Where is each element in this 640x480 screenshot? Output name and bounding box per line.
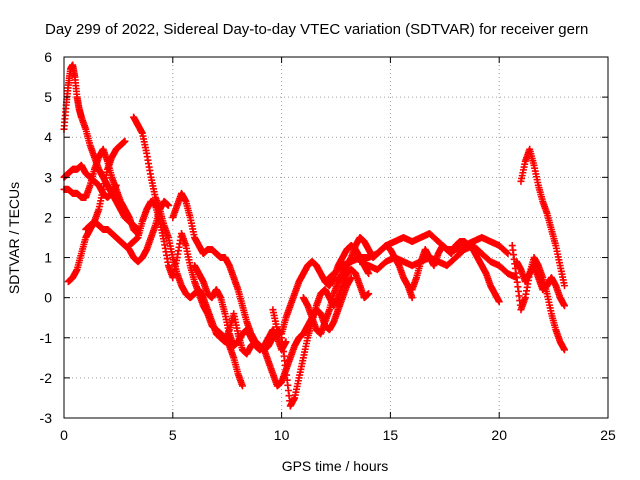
- y-tick-label: 1: [44, 250, 52, 266]
- data-point: [495, 298, 503, 306]
- grid-lines: [64, 57, 608, 418]
- y-axis-label: SDTVAR / TECUs: [6, 182, 22, 294]
- y-tick-label: 3: [44, 169, 52, 185]
- x-tick-label: 10: [274, 427, 290, 443]
- series-track-p: [408, 238, 503, 306]
- series-track-l: [278, 266, 373, 410]
- y-tick-label: 5: [44, 89, 52, 105]
- data-point: [365, 290, 373, 298]
- series-track-m: [299, 234, 416, 338]
- x-axis: 0 5 10 15 20 25: [60, 57, 616, 443]
- series-track-s: [513, 258, 568, 310]
- y-tick-label: -3: [40, 410, 53, 426]
- data-point: [408, 294, 416, 302]
- series-track-g: [125, 197, 246, 390]
- series-track-n: [321, 229, 512, 286]
- y-tick-label: -2: [40, 370, 53, 386]
- data-point: [560, 346, 568, 354]
- series-track-r: [517, 145, 568, 290]
- data-point: [365, 270, 373, 278]
- series-track-h: [169, 189, 277, 354]
- series-track-b: [60, 161, 120, 201]
- data-point: [121, 137, 129, 145]
- y-tick-label: 4: [44, 129, 52, 145]
- y-tick-label: 6: [44, 49, 52, 65]
- x-axis-label: GPS time / hours: [282, 458, 389, 474]
- data-markers: [60, 61, 568, 410]
- y-tick-label: 0: [44, 290, 52, 306]
- x-tick-label: 5: [169, 427, 177, 443]
- y-axis: -3 -2 -1 0 1 2 3 4 5 6: [40, 49, 608, 426]
- plot-frame: [63, 56, 609, 419]
- data-point: [560, 282, 568, 290]
- chart-title: Day 299 of 2022, Sidereal Day-to-day VTE…: [45, 21, 588, 38]
- y-tick-label: -1: [40, 330, 53, 346]
- data-point: [238, 382, 246, 390]
- x-tick-label: 15: [383, 427, 399, 443]
- x-tick-label: 0: [60, 427, 68, 443]
- data-point: [164, 201, 172, 209]
- data-point: [503, 248, 511, 256]
- x-tick-label: 25: [600, 427, 616, 443]
- x-tick-label: 20: [491, 427, 507, 443]
- data-point: [504, 250, 512, 258]
- data-point: [560, 302, 568, 310]
- y-tick-label: 2: [44, 209, 52, 225]
